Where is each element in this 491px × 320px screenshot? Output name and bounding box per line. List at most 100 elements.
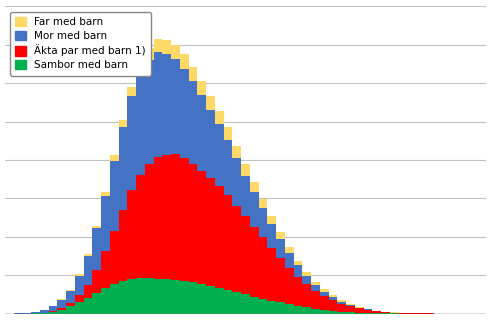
Bar <box>302 276 311 284</box>
Bar <box>337 301 346 304</box>
Bar <box>241 216 250 294</box>
Bar <box>171 60 180 155</box>
Bar <box>49 306 57 311</box>
Bar <box>285 253 294 268</box>
Bar <box>145 278 154 314</box>
Bar <box>101 252 110 288</box>
Bar <box>355 307 364 308</box>
Bar <box>250 297 259 314</box>
Bar <box>311 285 320 291</box>
Bar <box>241 294 250 314</box>
Bar <box>206 286 215 314</box>
Bar <box>101 196 110 252</box>
Bar <box>232 158 241 205</box>
Bar <box>171 280 180 314</box>
Bar <box>145 60 154 164</box>
Bar <box>320 289 328 292</box>
Bar <box>294 260 302 265</box>
Bar <box>215 186 223 288</box>
Bar <box>399 313 408 314</box>
Bar <box>197 81 206 95</box>
Bar <box>40 310 49 313</box>
Bar <box>127 96 136 190</box>
Bar <box>259 237 268 299</box>
Bar <box>294 306 302 314</box>
Bar <box>23 313 31 314</box>
Bar <box>311 282 320 285</box>
Bar <box>285 304 294 314</box>
Bar <box>136 175 145 278</box>
Bar <box>92 270 101 293</box>
Bar <box>92 293 101 314</box>
Bar <box>83 285 92 298</box>
Bar <box>320 296 328 310</box>
Bar <box>66 303 75 306</box>
Bar <box>180 281 189 314</box>
Bar <box>381 312 390 313</box>
Bar <box>364 313 372 314</box>
Bar <box>154 52 163 157</box>
Bar <box>302 272 311 276</box>
Bar <box>163 54 171 155</box>
Bar <box>145 48 154 60</box>
Bar <box>311 309 320 314</box>
Bar <box>223 127 232 140</box>
Bar <box>320 310 328 314</box>
Bar <box>189 81 197 164</box>
Bar <box>328 295 337 297</box>
Bar <box>180 54 189 69</box>
Bar <box>328 311 337 314</box>
Bar <box>328 297 337 300</box>
Bar <box>372 313 381 314</box>
Bar <box>136 278 145 314</box>
Bar <box>364 310 372 313</box>
Bar <box>355 313 364 314</box>
Bar <box>223 290 232 314</box>
Bar <box>268 248 276 300</box>
Bar <box>197 171 206 284</box>
Bar <box>302 308 311 314</box>
Bar <box>328 300 337 311</box>
Bar <box>197 284 206 314</box>
Bar <box>136 75 145 175</box>
Bar <box>154 39 163 52</box>
Bar <box>154 157 163 279</box>
Bar <box>346 305 355 306</box>
Bar <box>250 227 259 297</box>
Bar <box>119 127 127 210</box>
Bar <box>180 158 189 281</box>
Bar <box>119 281 127 314</box>
Bar <box>92 228 101 270</box>
Legend: Far med barn, Mor med barn, Äkta par med barn 1), Sambor med barn: Far med barn, Mor med barn, Äkta par med… <box>10 12 151 76</box>
Bar <box>145 164 154 278</box>
Bar <box>163 40 171 54</box>
Bar <box>223 195 232 290</box>
Bar <box>83 298 92 314</box>
Bar <box>337 304 346 312</box>
Bar <box>241 176 250 216</box>
Bar <box>311 291 320 309</box>
Bar <box>110 230 119 284</box>
Bar <box>241 164 250 176</box>
Bar <box>215 288 223 314</box>
Bar <box>57 309 66 314</box>
Bar <box>285 268 294 304</box>
Bar <box>189 67 197 81</box>
Bar <box>119 120 127 127</box>
Bar <box>75 274 83 276</box>
Bar <box>75 302 83 314</box>
Bar <box>83 254 92 256</box>
Bar <box>171 155 180 280</box>
Bar <box>337 300 346 301</box>
Bar <box>66 291 75 303</box>
Bar <box>127 87 136 96</box>
Bar <box>276 258 285 302</box>
Bar <box>355 308 364 313</box>
Bar <box>206 178 215 286</box>
Bar <box>346 306 355 312</box>
Bar <box>101 288 110 314</box>
Bar <box>268 300 276 314</box>
Bar <box>75 295 83 302</box>
Bar <box>110 284 119 314</box>
Bar <box>206 96 215 110</box>
